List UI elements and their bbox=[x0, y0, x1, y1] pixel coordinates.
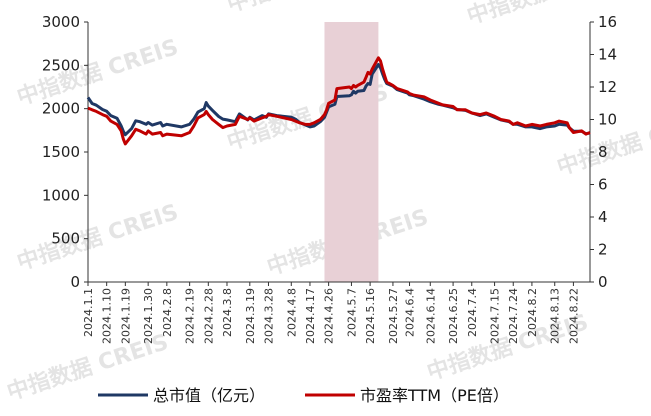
y-left-tick-label: 3000 bbox=[42, 13, 80, 31]
y-left-tick-label: 1000 bbox=[42, 186, 80, 204]
x-tick-label: 2024.1.1 bbox=[82, 288, 95, 337]
x-tick-label: 2024.4.17 bbox=[304, 288, 317, 344]
axes: 0 500 1000 1500 2000 2500 3000 0 2 4 6 8 10 12 14 16 202… bbox=[42, 13, 617, 344]
y-right-tick-label: 6 bbox=[598, 176, 608, 194]
y-left-tick-label: 0 bbox=[70, 273, 80, 291]
x-tick-label: 2024.1.10 bbox=[101, 288, 114, 344]
legend-label: 总市值（亿元） bbox=[153, 386, 265, 405]
x-tick-label: 2024.5.7 bbox=[345, 288, 358, 337]
x-tick-label: 2024.1.19 bbox=[119, 288, 132, 344]
x-tick-label: 2024.6.14 bbox=[424, 288, 437, 344]
y-right-tick-label: 14 bbox=[598, 46, 617, 64]
x-tick-label: 2024.2.28 bbox=[202, 288, 215, 344]
y-right-tick-label: 10 bbox=[598, 111, 617, 129]
x-tick-label: 2024.4.26 bbox=[323, 288, 336, 344]
x-tick-label: 2024.8.22 bbox=[567, 288, 580, 344]
x-tick-label: 2024.3.19 bbox=[244, 288, 257, 344]
highlight-band bbox=[324, 22, 379, 282]
y-right-tick-label: 16 bbox=[598, 13, 617, 31]
y-left-tick-label: 2500 bbox=[42, 56, 80, 74]
series-line-2 bbox=[87, 56, 591, 146]
x-tick-label: 2024.3.8 bbox=[221, 288, 234, 337]
y-right-tick-label: 2 bbox=[598, 241, 608, 259]
watermark-text: 中指数据 CREIS bbox=[14, 199, 182, 276]
x-tick-label: 2024.5.27 bbox=[387, 288, 400, 344]
y-right-tick-label: 4 bbox=[598, 208, 608, 226]
x-tick-label: 2024.3.28 bbox=[262, 288, 275, 344]
watermark-text: 中指数据 CREIS bbox=[14, 34, 182, 111]
y-left-tick-label: 2000 bbox=[42, 100, 80, 118]
x-tick-label: 2024.8.2 bbox=[526, 288, 539, 337]
x-tick-label: 2024.7.4 bbox=[466, 288, 479, 337]
x-tick-label: 2024.7.24 bbox=[507, 288, 520, 344]
x-tick-label: 2024.5.16 bbox=[364, 288, 377, 344]
x-tick-label: 2024.2.8 bbox=[161, 288, 174, 337]
y-right-tick-label: 8 bbox=[598, 143, 608, 161]
y-left-tick-label: 1500 bbox=[42, 143, 80, 161]
x-tick-label: 2024.6.4 bbox=[404, 288, 417, 337]
x-tick-label: 2024.4.8 bbox=[285, 288, 298, 337]
x-tick-label: 2024.1.30 bbox=[142, 288, 155, 344]
series-lines bbox=[86, 56, 591, 146]
y-right-tick-label: 0 bbox=[598, 273, 608, 291]
legend: 总市值（亿元） 市盈率TTM（PE倍） bbox=[98, 386, 509, 405]
watermark-text: 中指数据 CREIS bbox=[224, 0, 392, 18]
legend-label: 市盈率TTM（PE倍） bbox=[360, 386, 509, 405]
x-tick-label: 2024.2.19 bbox=[184, 288, 197, 344]
x-tick-label: 2024.8.13 bbox=[549, 288, 562, 344]
y-left-tick-label: 500 bbox=[51, 230, 80, 248]
x-tick-label: 2024.7.15 bbox=[489, 288, 502, 344]
x-tick-label: 2024.6.25 bbox=[447, 288, 460, 344]
y-right-tick-label: 12 bbox=[598, 78, 617, 96]
